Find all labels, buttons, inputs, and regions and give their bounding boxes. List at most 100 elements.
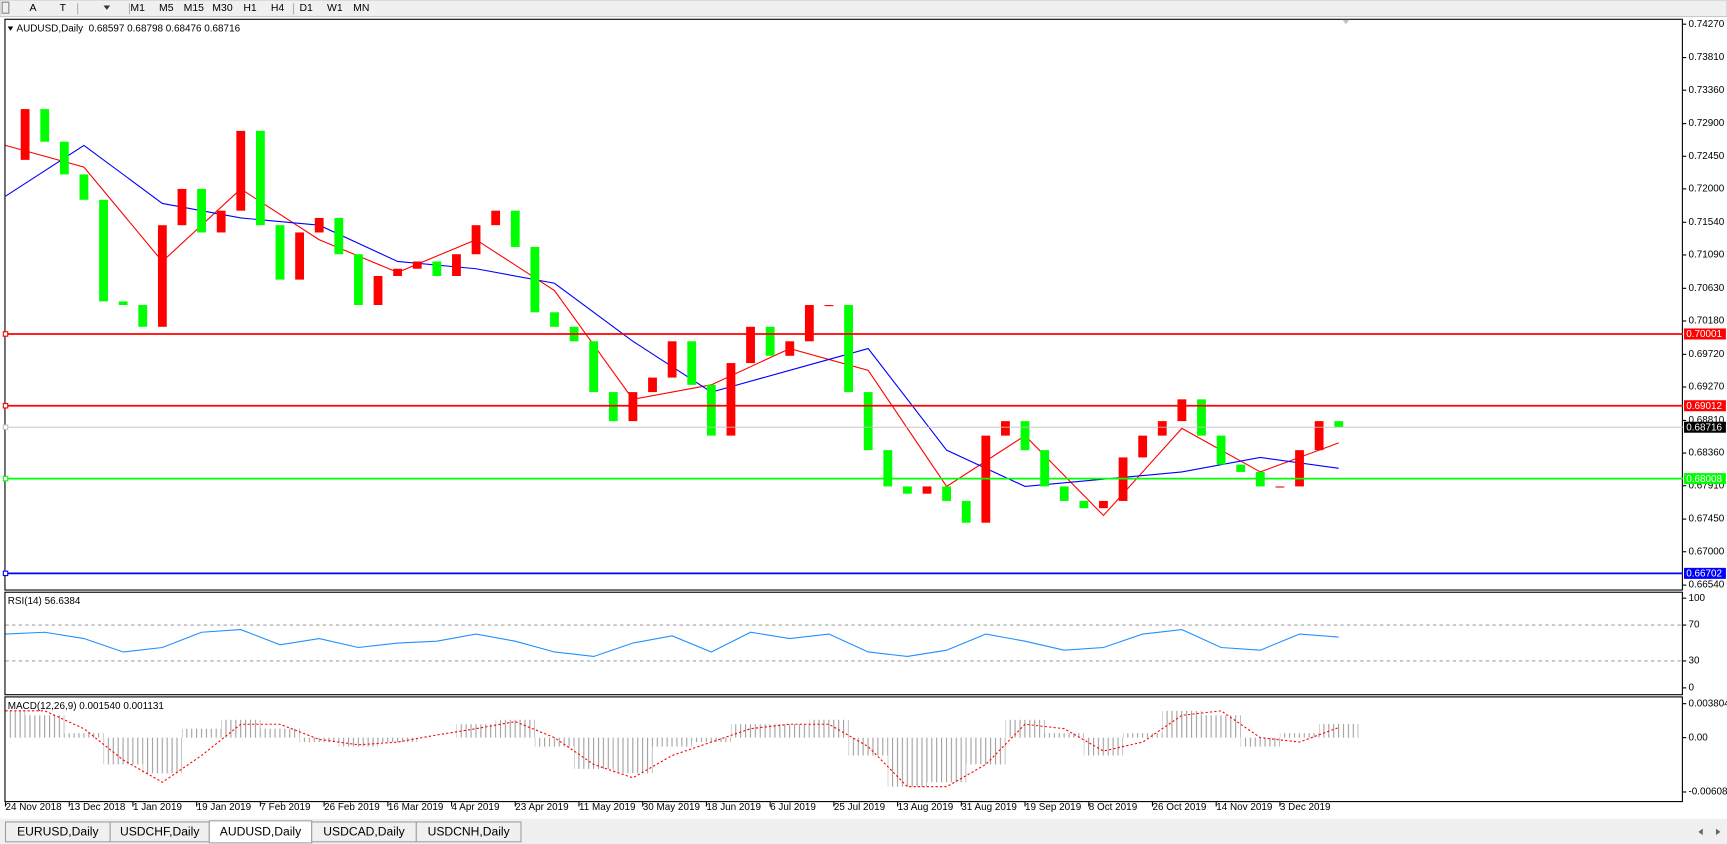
candle — [530, 246, 540, 313]
macd-bar — [730, 724, 771, 738]
tabs: EURUSD,Daily USDCHF,Daily AUDUSD,Daily USDC… — [4, 820, 522, 844]
x-tick-label: 4 Apr 2019 — [452, 802, 500, 813]
macd-bar — [6, 710, 26, 738]
toolbar-button[interactable]: M5 — [159, 3, 174, 14]
candle — [824, 305, 834, 307]
candle — [961, 500, 971, 523]
candle — [1138, 435, 1148, 458]
macd-bar — [142, 737, 182, 774]
candle — [99, 199, 108, 302]
candle — [412, 261, 422, 269]
y-tick-label: 0.67450 — [1688, 514, 1724, 525]
macd-bar — [1083, 737, 1124, 756]
candle — [863, 392, 873, 451]
toolbar-button[interactable]: W1 — [327, 3, 343, 14]
y-tick-label: 0.71090 — [1688, 250, 1724, 261]
candle — [157, 225, 167, 327]
y-tick-label: 0.70180 — [1688, 316, 1724, 327]
level-handle — [2, 424, 9, 430]
candle — [844, 305, 853, 393]
macd-bar — [456, 724, 496, 738]
macd-bar — [1279, 733, 1320, 738]
macd-bar — [1319, 723, 1359, 738]
macd-bar — [1005, 719, 1045, 738]
y-tick-label: 0.73360 — [1688, 85, 1724, 96]
level-handle — [2, 475, 9, 482]
x-tick-label: 30 May 2019 — [643, 802, 701, 813]
candle — [942, 486, 952, 501]
toolbar-button[interactable]: T — [60, 3, 67, 14]
y-tick-label: 0.00 — [1688, 732, 1708, 743]
macd-bar — [378, 737, 418, 743]
y-tick-label: 100 — [1688, 593, 1705, 604]
x-tick-label: 19 Jan 2019 — [197, 802, 252, 813]
indicator-title: MACD(12,26,9) 0.001540 0.001131 — [8, 701, 165, 712]
candle — [373, 275, 383, 306]
candle — [706, 384, 716, 436]
candle — [255, 130, 265, 226]
macd-pane — [4, 696, 1683, 803]
x-tick-label: 13 Dec 2018 — [69, 802, 126, 813]
toolbar-button[interactable]: A — [30, 3, 37, 14]
x-tick-label: 7 Feb 2019 — [260, 802, 311, 813]
tab-label[interactable]: AUDUSD,Daily — [220, 825, 302, 839]
candle — [40, 109, 50, 142]
macd-bar — [574, 737, 614, 769]
macd-bar — [848, 737, 888, 756]
tab-label[interactable]: EURUSD,Daily — [17, 825, 99, 839]
tab-label[interactable]: USDCNH,Daily — [428, 825, 511, 839]
candle — [59, 141, 69, 175]
x-tick-label: 11 May 2019 — [579, 802, 636, 813]
chart-marks: 0.74270 0.73810 0.73360 0.72900 0.72450 0.720… — [2, 19, 1727, 813]
y-tick-label: 0.67000 — [1688, 546, 1724, 557]
level-tag-label: 0.69012 — [1686, 401, 1722, 412]
toolbar-button[interactable]: H4 — [271, 3, 285, 14]
shift-marker — [1342, 19, 1350, 25]
macd-bar — [1162, 710, 1202, 738]
x-tick-label: 31 Aug 2019 — [961, 802, 1017, 813]
toolbar-button[interactable]: H1 — [243, 3, 257, 14]
candle — [765, 326, 775, 356]
toolbar-button[interactable]: MN — [353, 3, 369, 14]
candle — [1236, 464, 1246, 472]
tab[interactable] — [415, 821, 522, 843]
macd-bar — [652, 737, 692, 747]
tab-label[interactable]: USDCAD,Daily — [323, 825, 405, 839]
candle — [20, 109, 30, 160]
y-tick-label: 70 — [1688, 620, 1700, 631]
candle — [1295, 450, 1304, 487]
toolbar-button[interactable]: M30 — [212, 3, 233, 14]
y-tick-label: 0 — [1688, 682, 1694, 693]
macd-bar — [613, 737, 653, 774]
toolbar-button[interactable]: M1 — [130, 3, 145, 14]
toolbar-button[interactable]: M15 — [184, 3, 205, 14]
candle — [275, 225, 285, 280]
level-tag-label: 0.68716 — [1686, 422, 1722, 433]
tab-label[interactable]: USDCHF,Daily — [120, 825, 200, 839]
candle — [785, 341, 795, 356]
indicator-title: RSI(14) 56.6384 — [8, 596, 81, 607]
level-tag — [1684, 567, 1726, 579]
candle — [550, 312, 559, 327]
scroll-arrows[interactable] — [1698, 828, 1721, 836]
y-tick-label: -0.006087 — [1688, 787, 1727, 798]
candle — [216, 210, 226, 233]
x-tick-label: 8 Oct 2019 — [1089, 802, 1138, 813]
toolbar-button[interactable]: D1 — [300, 3, 314, 14]
x-tick-label: 16 Mar 2019 — [388, 802, 444, 813]
candle — [746, 326, 755, 364]
x-tick-label: 26 Oct 2019 — [1152, 802, 1206, 813]
collapse-arrow — [7, 26, 14, 31]
x-tick-label: 19 Sep 2019 — [1025, 802, 1082, 813]
y-tick-label: 0.71540 — [1688, 217, 1724, 228]
macd-bar — [966, 737, 1006, 765]
y-tick-label: 0.67910 — [1688, 480, 1724, 491]
candle — [432, 261, 442, 276]
y-tick-label: 0.73810 — [1688, 52, 1724, 63]
macd-bar — [25, 715, 65, 738]
macd-bar — [338, 737, 379, 747]
candle — [1157, 421, 1167, 436]
candle — [314, 217, 324, 233]
level-tag — [1684, 328, 1726, 340]
